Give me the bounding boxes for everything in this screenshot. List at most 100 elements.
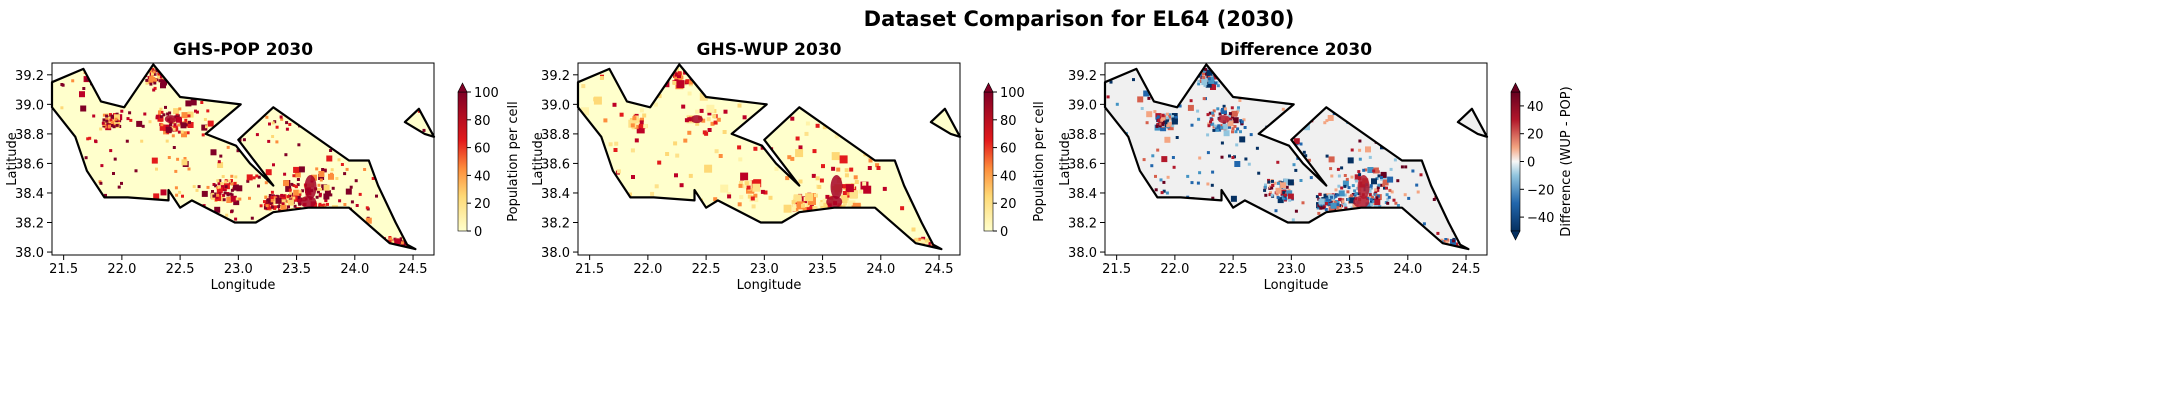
heatmap-cell [287, 199, 294, 206]
islet-fill [1457, 108, 1487, 137]
heatmap-cell [255, 174, 259, 178]
heatmap-cell [149, 69, 153, 73]
heatmap-cell [1214, 81, 1218, 85]
y-tick-label: 38.6 [541, 157, 570, 172]
region-fill [52, 64, 416, 250]
heatmap-cell [1400, 165, 1404, 169]
heatmap-cell [1220, 109, 1224, 113]
heatmap-cell [124, 200, 128, 204]
heatmap-cell [924, 250, 928, 254]
heatmap-cell [150, 217, 154, 221]
heatmap-cell [847, 200, 856, 209]
heatmap-cell [1357, 170, 1361, 174]
heatmap-cell [104, 193, 107, 197]
heatmap-cell [430, 68, 433, 72]
heatmap-cell [1336, 193, 1340, 197]
heatmap-cell [710, 121, 715, 126]
heatmap-cell [56, 161, 60, 165]
heatmap-cell [1319, 71, 1323, 75]
heatmap-cell [1211, 204, 1215, 208]
heatmap-cell [1227, 114, 1231, 118]
heatmap-cell [805, 193, 814, 202]
heatmap-cell [323, 169, 327, 173]
colorbar-tick-label: 60 [1000, 142, 1017, 157]
heatmap-cell [1354, 192, 1358, 196]
heatmap-cell [650, 191, 655, 196]
heatmap-cell [265, 204, 269, 208]
heatmap-cell [104, 214, 108, 218]
heatmap-cell [1216, 69, 1220, 73]
heatmap-cell [1396, 120, 1403, 127]
heatmap-cell [185, 100, 192, 107]
heatmap-cell [163, 72, 166, 76]
heatmap-cell [1408, 137, 1415, 144]
heatmap-cell [1232, 66, 1235, 70]
heatmap-cell [236, 185, 243, 192]
colorbar-tick-label: 0 [1000, 225, 1008, 240]
heatmap-cell [707, 128, 712, 132]
heatmap-cell [1399, 141, 1402, 145]
heatmap-cell [1354, 179, 1358, 183]
heatmap-cell [1164, 136, 1171, 143]
heatmap-cell [1145, 228, 1149, 232]
heatmap-cell [632, 116, 637, 121]
heatmap-cell [1382, 249, 1385, 252]
heatmap-cell [1419, 116, 1423, 120]
heatmap-cell [1457, 217, 1461, 221]
heatmap-cell [231, 65, 235, 69]
heatmap-cell [227, 179, 231, 183]
x-tick-label: 22.0 [107, 262, 136, 277]
heatmap-cell [1243, 240, 1247, 244]
heatmap-cell [1374, 188, 1378, 192]
heatmap-cell [330, 172, 333, 176]
heatmap-cell [206, 109, 210, 113]
heatmap-cell [1454, 252, 1457, 255]
heatmap-cell [403, 231, 407, 234]
heatmap-cell [392, 246, 396, 250]
heatmap-cell [1212, 128, 1216, 132]
heatmap-cell [1211, 122, 1215, 126]
heatmap-cell [173, 108, 180, 115]
heatmap-cell [868, 158, 873, 163]
heatmap-cell [84, 156, 88, 160]
heatmap-cell [1217, 72, 1221, 76]
heatmap-cell [1368, 155, 1372, 159]
x-tick-label: 22.5 [166, 262, 195, 277]
heatmap-cell [1186, 174, 1190, 178]
heatmap-cell [581, 107, 589, 116]
heatmap-cell [1429, 120, 1433, 124]
heatmap-cell [1208, 77, 1215, 84]
heatmap-cell [1391, 81, 1398, 88]
heatmap-cell [288, 188, 292, 192]
heatmap-cell [390, 187, 394, 191]
heatmap-cell [1236, 108, 1240, 112]
heatmap-cell [1446, 96, 1450, 100]
heatmap-cell [1324, 208, 1328, 211]
heatmap-cell [230, 209, 234, 213]
heatmap-cell [1416, 141, 1420, 145]
heatmap-cell [326, 155, 333, 162]
heatmap-cell [684, 118, 689, 123]
heatmap-cell [264, 181, 268, 185]
heatmap-cell [1202, 76, 1206, 80]
y-tick-label: 38.8 [15, 128, 44, 143]
heatmap-cell [225, 135, 229, 139]
heatmap-cell [86, 137, 90, 141]
heatmap-cell [102, 113, 106, 117]
heatmap-cell [375, 124, 382, 131]
heatmap-cell [190, 206, 194, 210]
heatmap-cell [144, 67, 148, 71]
heatmap-cell [242, 138, 246, 142]
heatmap-cell [362, 234, 369, 241]
heatmap-cell [1175, 136, 1179, 139]
heatmap-cell [1302, 150, 1306, 154]
heatmap-cell [1437, 100, 1441, 103]
colorbar-gradient [983, 91, 994, 232]
heatmap-cell [1347, 157, 1354, 164]
heatmap-cell [149, 82, 153, 86]
heatmap-cell [1281, 196, 1285, 200]
heatmap-cell [1211, 113, 1215, 117]
heatmap-cell [837, 120, 842, 124]
heatmap-cell [812, 110, 817, 115]
heatmap-cell [1358, 210, 1362, 214]
